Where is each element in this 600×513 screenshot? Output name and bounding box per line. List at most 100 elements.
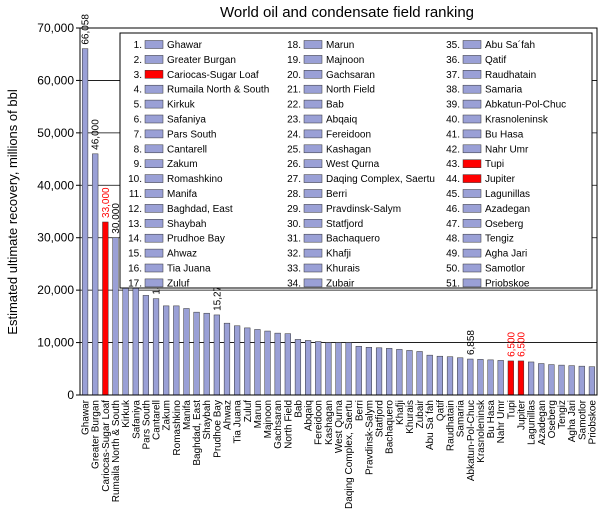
x-tick-label: Samotlor	[577, 399, 588, 440]
bar-4	[112, 237, 119, 396]
x-tick-label: Zubair	[415, 399, 426, 428]
bar-24	[315, 341, 322, 396]
legend-label: Marun	[326, 40, 354, 51]
legend-label: Romashkino	[167, 174, 223, 185]
legend-swatch	[303, 263, 323, 273]
legend-label: Tengiz	[485, 234, 514, 245]
legend-label: Samaria	[485, 85, 523, 96]
legend-number: 28.	[287, 189, 301, 200]
legend-number: 47.	[446, 219, 460, 230]
legend-swatch	[462, 159, 482, 168]
legend-swatch	[462, 263, 482, 273]
x-tick-label: Tupi	[506, 400, 517, 419]
x-tick-label: Krasnoleninsk	[476, 399, 487, 463]
legend-label: Safaniya	[167, 115, 206, 126]
bar-2	[92, 153, 99, 396]
bar-47	[548, 364, 555, 396]
legend-label: Khurais	[326, 264, 360, 275]
legend-label: Zuluf	[167, 278, 189, 289]
legend-swatch	[462, 70, 482, 79]
legend-number: 11.	[129, 189, 142, 200]
data-label: 66,058	[81, 14, 92, 45]
legend-swatch	[462, 99, 482, 109]
x-tick-label: Kashagan	[324, 400, 335, 445]
legend-label: Priobskoe	[485, 278, 530, 289]
data-label: 6,858	[466, 330, 477, 355]
legend-label: Pravdinsk-Salym	[326, 204, 401, 215]
legend-number: 30.	[287, 219, 301, 230]
x-tick-label: Prudhoe Bay	[212, 400, 223, 458]
legend-swatch	[303, 204, 323, 213]
y-tick-label: 10,000	[37, 336, 74, 350]
legend-label: Majnoon	[326, 55, 364, 66]
legend-label: Samotlor	[485, 264, 526, 275]
x-tick-label: Pravdinsk-Salym	[364, 400, 375, 475]
legend-label: Abkatun-Pol-Chuc	[485, 100, 566, 111]
legend-swatch	[303, 70, 323, 79]
x-tick-label: Shaybah	[202, 400, 213, 439]
legend-number: 41.	[446, 129, 460, 140]
legend-label: Agha Jari	[485, 249, 527, 260]
x-tick-label: Pars South	[141, 400, 152, 449]
legend-swatch	[144, 114, 164, 124]
legend-swatch	[144, 278, 164, 288]
x-tick-label: Rumaila North & South	[111, 400, 122, 502]
legend-label: Kirkuk	[167, 100, 196, 111]
legend-swatch	[303, 174, 323, 183]
legend-label: Baghdad, East	[167, 204, 233, 215]
legend-number: 19.	[287, 55, 301, 66]
x-tick-label: Bachaquero	[385, 400, 396, 454]
legend-number: 33.	[287, 264, 301, 275]
bar-31	[386, 348, 393, 396]
x-tick-label: Manifa	[182, 400, 193, 430]
bar-19	[264, 330, 271, 396]
x-tick-label: Azadegan	[537, 400, 548, 445]
x-tick-label: Tengiz	[557, 400, 568, 429]
bar-28	[355, 345, 362, 396]
bar-17	[244, 327, 251, 396]
legend-number: 20.	[287, 70, 301, 81]
y-tick-label: 70,000	[37, 21, 74, 35]
legend-label: Prudhoe Bay	[167, 234, 225, 245]
legend-swatch	[462, 189, 482, 198]
legend-label: Bu Hasa	[485, 129, 524, 140]
legend-swatch	[303, 248, 323, 258]
x-tick-label: Greater Burgan	[91, 400, 102, 469]
legend-label: Greater Burgan	[167, 55, 236, 66]
legend-label: Azadegan	[485, 204, 530, 215]
legend-label: Nahr Umr	[485, 144, 529, 155]
bar-41	[487, 359, 494, 396]
bar-8	[152, 298, 160, 396]
bar-50	[578, 365, 585, 396]
legend-number: 26.	[287, 159, 301, 170]
legend-label: Shaybah	[167, 219, 206, 230]
bar-49	[568, 365, 575, 396]
bar-39	[467, 358, 474, 396]
x-tick-label: Ahwaz	[222, 400, 233, 430]
legend-number: 17.	[128, 278, 142, 289]
axes: 0 10,000 20,000 30,000 40,000 50,000 60,000 70,…	[37, 21, 598, 509]
data-label: 46,000	[91, 119, 102, 150]
legend-label: Bachaquero	[326, 234, 380, 245]
legend-swatch	[144, 55, 164, 64]
legend-number: 23.	[287, 115, 301, 126]
legend-label: Krasnoleninsk	[485, 115, 549, 126]
legend-swatch	[462, 129, 482, 139]
legend-number: 24.	[287, 129, 301, 140]
legend-label: Abqaiq	[326, 115, 357, 126]
legend-number: 40.	[446, 115, 460, 126]
legend-label: Gachsaran	[326, 70, 375, 81]
x-tick-label: Tia Juana	[233, 400, 244, 444]
bar-21	[284, 333, 291, 396]
bar-26	[335, 342, 342, 396]
bar-13	[203, 312, 210, 396]
legend-number: 43.	[446, 159, 460, 170]
legend-label: Oseberg	[485, 219, 523, 230]
bar-40	[477, 359, 484, 396]
bar-22	[294, 339, 302, 396]
x-tick-label: Khurais	[405, 400, 416, 434]
legend-label: Rumaila North & South	[167, 85, 269, 96]
x-tick-label: Berri	[354, 400, 365, 421]
legend-number: 8.	[134, 144, 142, 155]
legend-number: 34.	[287, 278, 301, 289]
